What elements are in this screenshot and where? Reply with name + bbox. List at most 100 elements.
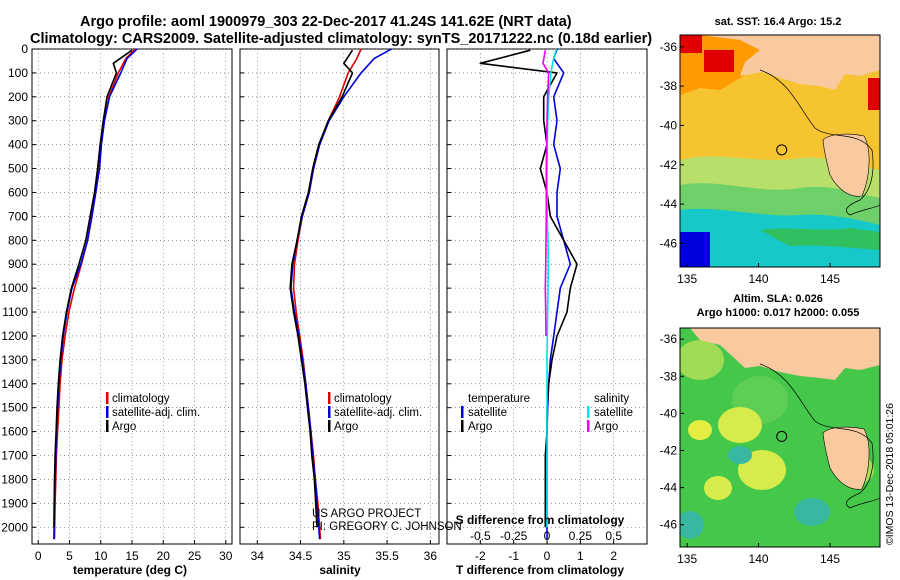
- legend-swatch-satellite: [106, 406, 109, 418]
- sla-tasmania: [822, 426, 870, 490]
- s-tick-label: 0.25: [569, 529, 593, 543]
- depth-tick-label: 1500: [1, 401, 28, 415]
- sst-map-ticks: 135 140 145 -36 -38 -40 -42 -44 -46: [660, 40, 841, 286]
- x-tick-label: 0: [35, 549, 42, 563]
- salinity-panel: 34 34.5 35 35.5 36 salinity: [239, 48, 440, 577]
- x-tick-label: 0: [544, 549, 551, 563]
- difference-salinity-ticks: -0.5 -0.25 0 0.25 0.5: [470, 529, 622, 543]
- x-tick-label: 15: [125, 549, 139, 563]
- sla-anomaly: [680, 340, 724, 380]
- depth-tick-label: 400: [8, 138, 28, 152]
- temperature-x-ticks: 0 5 10 15 20 25 30: [35, 540, 233, 563]
- salinity-legend: climatology satellite-adj. clim. Argo: [328, 392, 422, 433]
- legend-salinity-title: salinity: [594, 393, 629, 405]
- salinity-grid: [240, 48, 439, 544]
- sla-map: Altim. SLA: 0.026 Argo h1000: 0.017 h200…: [660, 293, 881, 566]
- map-lat-label: -38: [660, 369, 678, 383]
- profile-line-temperature-satellite: [546, 48, 572, 540]
- map-lat-label: -36: [660, 332, 678, 346]
- project-credit-line2: PI: GREGORY C. JOHNSON: [312, 521, 462, 533]
- salinity-x-label: salinity: [319, 563, 361, 577]
- x-tick-label: 10: [94, 549, 108, 563]
- figure-title-line1: Argo profile: aoml 1900979_303 22-Dec-20…: [80, 14, 572, 30]
- x-tick-label: -2: [475, 549, 486, 563]
- depth-tick-label: 1700: [1, 449, 28, 463]
- x-tick-label: -1: [508, 549, 519, 563]
- legend-swatch-satellite: [328, 406, 331, 418]
- sla-anomaly: [728, 446, 752, 464]
- s-tick-label: 0: [544, 529, 551, 543]
- project-credit-line1: US ARGO PROJECT: [312, 508, 421, 520]
- x-tick-label: 34.5: [289, 549, 313, 563]
- depth-tick-label: 300: [8, 114, 28, 128]
- x-tick-label: 35: [337, 549, 351, 563]
- depth-tick-label: 200: [8, 90, 28, 104]
- sla-anomaly: [688, 420, 712, 440]
- sst-map-title: sat. SST: 16.4 Argo: 15.2: [715, 16, 842, 28]
- s-tick-label: -0.5: [470, 529, 491, 543]
- map-lat-label: -46: [660, 518, 678, 532]
- legend-label-climatology: climatology: [112, 393, 170, 405]
- map-lon-label: 140: [749, 552, 769, 566]
- sst-profile-location-marker: [776, 144, 788, 156]
- temperature-legend: climatology satellite-adj. clim. Argo: [106, 392, 200, 433]
- sla-mainland: [690, 328, 880, 380]
- profile-line-salinity-argo: [542, 50, 550, 337]
- sla-anomaly: [738, 450, 786, 490]
- depth-tick-label: 1400: [1, 377, 28, 391]
- profile-line-argo: [289, 49, 354, 528]
- profile-line-temperature-argo: [479, 49, 578, 528]
- depth-tick-label: 1100: [2, 305, 28, 319]
- s-tick-label: 0.5: [605, 529, 622, 543]
- legend-label-satellite: satellite-adj. clim.: [334, 407, 422, 419]
- x-tick-label: 34: [251, 549, 265, 563]
- sla-anomaly: [704, 476, 732, 500]
- sst-tasmania: [822, 133, 870, 197]
- legend-swatch-climatology: [328, 392, 331, 404]
- legend-swatch-sal-satellite: [587, 406, 590, 418]
- difference-profiles: [479, 48, 578, 540]
- sst-green-streak: [760, 228, 880, 250]
- sla-anomaly: [680, 511, 704, 539]
- difference-t-label: T difference from climatology: [456, 563, 624, 577]
- sst-map: sat. SST: 16.4 Argo: 15.2 135 140 145 -36 -3…: [660, 16, 881, 286]
- x-tick-label: 36: [424, 549, 438, 563]
- depth-tick-label: 700: [8, 209, 28, 223]
- legend-label-climatology: climatology: [334, 393, 392, 405]
- depth-tick-label: 1200: [1, 329, 28, 343]
- sst-map-field: [680, 35, 880, 267]
- legend-swatch-argo: [106, 420, 109, 432]
- legend-swatch-temp-satellite: [461, 406, 464, 418]
- sla-map-title: Altim. SLA: 0.026: [733, 293, 823, 305]
- depth-tick-label: 0: [21, 42, 28, 56]
- x-tick-label: 35.5: [375, 549, 399, 563]
- map-lat-label: -38: [660, 79, 678, 93]
- depth-tick-label: 1300: [1, 353, 28, 367]
- difference-panel: -2 -1 0 1 2 -0.5 -0.25 0 0.25 0.5 S difference f…: [446, 48, 648, 577]
- sst-hot-patch: [868, 78, 880, 110]
- x-tick-label: 2: [610, 549, 617, 563]
- map-lon-label: 135: [677, 552, 697, 566]
- legend-temperature-title: temperature: [468, 393, 530, 405]
- legend-swatch-argo: [328, 420, 331, 432]
- map-lon-label: 145: [820, 552, 840, 566]
- sla-map-ticks: 135 140 145 -36 -38 -40 -42 -44 -46: [660, 332, 841, 566]
- temperature-panel: 0 5 10 15 20 25 30 temperature (deg C): [31, 48, 233, 577]
- salinity-profiles: [289, 48, 392, 540]
- depth-tick-label: 1600: [1, 425, 28, 439]
- depth-tick-label: 900: [8, 257, 28, 271]
- sst-mainland: [700, 35, 880, 90]
- sla-anomaly: [794, 498, 830, 526]
- map-lat-label: -44: [660, 197, 678, 211]
- x-tick-label: 1: [577, 549, 584, 563]
- depth-axis-labels: 0100200300400500600700080090010001100120…: [1, 42, 28, 534]
- difference-x-ticks: -2 -1 0 1 2: [475, 540, 617, 563]
- temperature-grid: [32, 48, 232, 544]
- profile-line-climatology: [53, 48, 136, 540]
- difference-s-label: S difference from climatology: [456, 513, 625, 527]
- sla-anomaly: [718, 407, 762, 443]
- profile-line-argo: [53, 49, 133, 528]
- imos-credit: ©IMOS 13-Dec-2018 05:01:26: [884, 403, 896, 545]
- legend-label-sal-satellite: satellite: [594, 407, 633, 419]
